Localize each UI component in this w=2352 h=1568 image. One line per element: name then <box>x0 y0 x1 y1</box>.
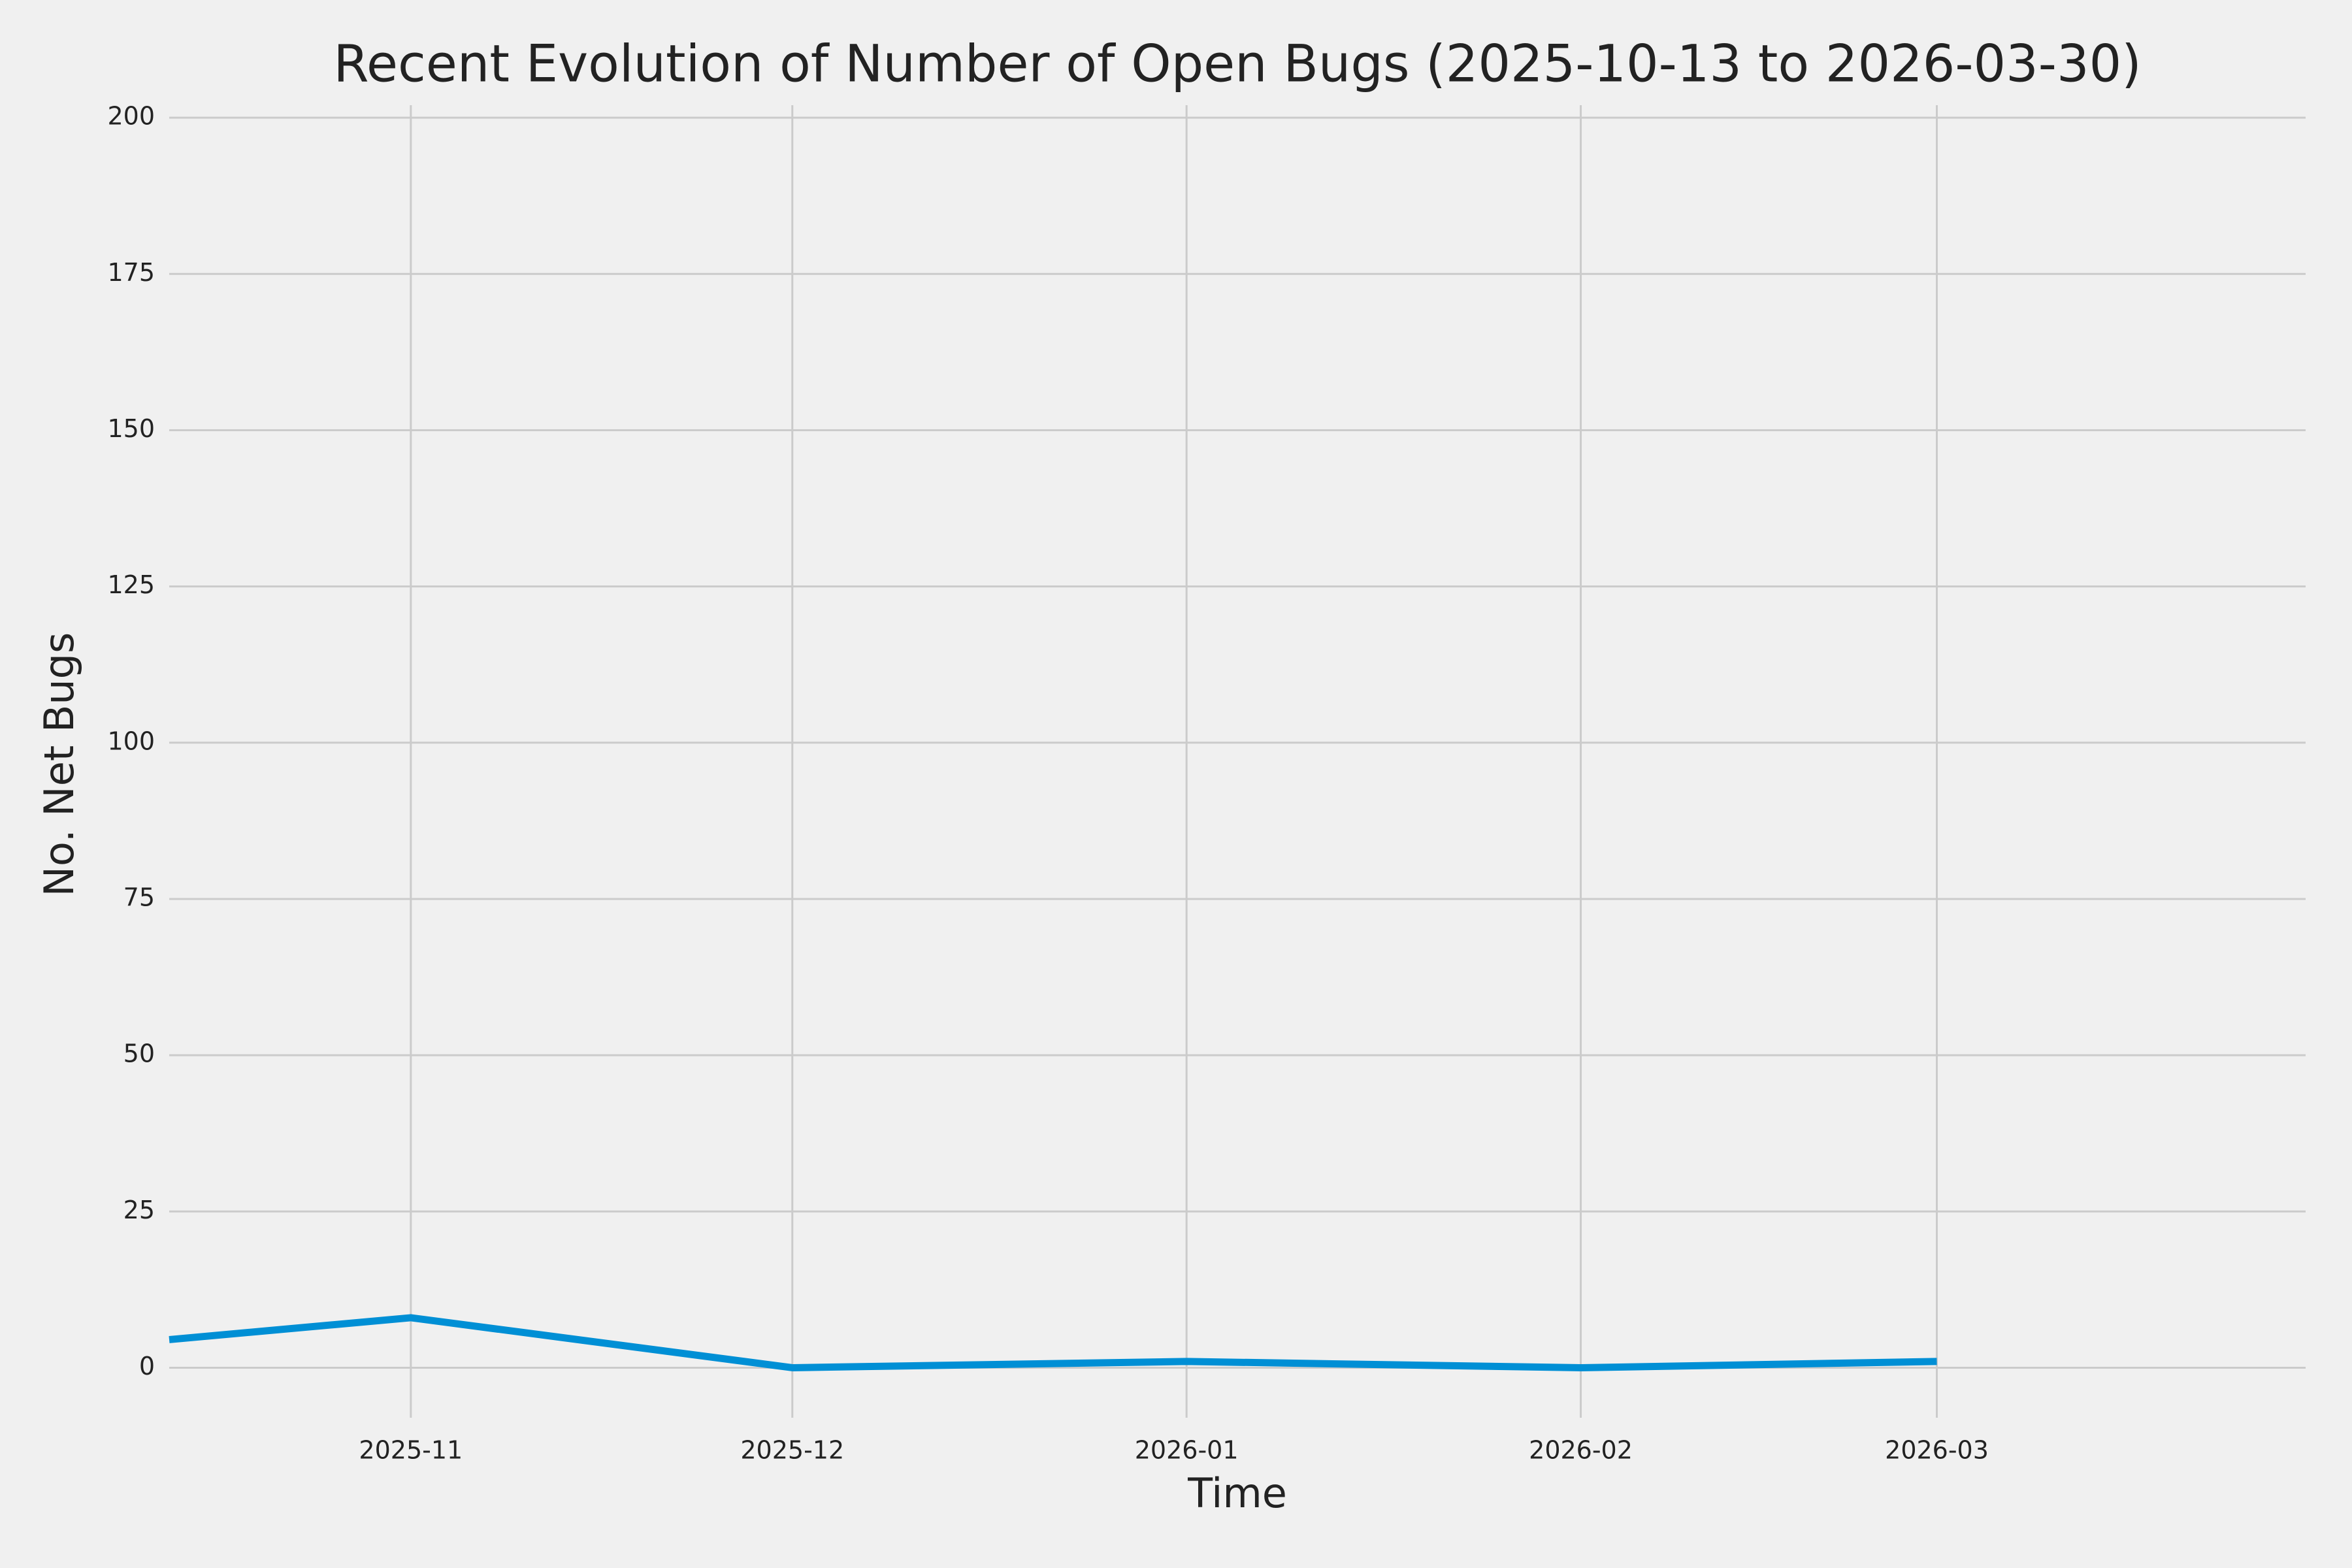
chart-title: Recent Evolution of Number of Open Bugs … <box>333 35 2141 93</box>
y-tick-label: 75 <box>123 883 155 911</box>
x-axis-label: Time <box>1187 1469 1287 1517</box>
y-axis-label: No. Net Bugs <box>35 632 83 897</box>
y-tick-label: 50 <box>123 1039 155 1068</box>
x-tick-label: 2025-11 <box>359 1436 463 1465</box>
y-tick-label: 150 <box>107 414 155 443</box>
x-tick-label: 2025-12 <box>740 1436 844 1465</box>
y-tick-label: 25 <box>123 1196 155 1224</box>
y-tick-label: 0 <box>139 1352 155 1380</box>
y-tick-label: 200 <box>107 102 155 131</box>
y-tick-label: 125 <box>107 570 155 599</box>
x-tick-label: 2026-02 <box>1529 1436 1633 1465</box>
x-tick-label: 2026-03 <box>1885 1436 1989 1465</box>
y-tick-label: 100 <box>107 727 155 755</box>
y-tick-label: 175 <box>107 258 155 287</box>
data-line <box>169 1314 1937 1371</box>
x-tick-label: 2026-01 <box>1135 1436 1239 1465</box>
